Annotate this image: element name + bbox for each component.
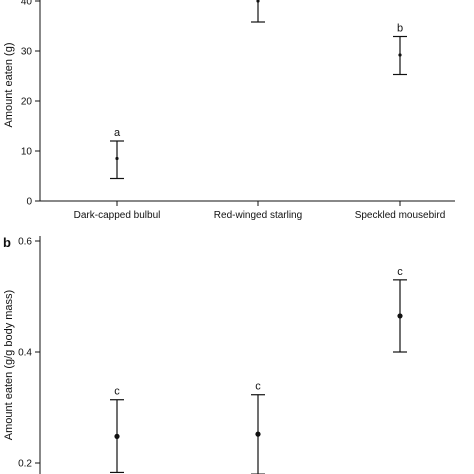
panel-a-group-label: b	[397, 23, 403, 35]
panel-b-y-tick-label: 0.6	[18, 237, 32, 248]
panel-b-y-tick-label: 0.4	[18, 348, 32, 359]
panel-a-y-label: Amount eaten (g)	[3, 43, 15, 128]
panel-b-group-label: c	[255, 381, 261, 393]
panel-b-data-point	[397, 313, 403, 319]
panel-b-group-label: c	[397, 266, 403, 278]
panel-b-y-label: Amount eaten (g/g body mass)	[3, 290, 15, 440]
panel-a-data-point	[256, 0, 260, 3]
panel-a-y-tick-label: 10	[21, 147, 33, 158]
panel-a-y-tick-label: 40	[21, 0, 33, 8]
panel-a-category-label: Dark-capped bulbul	[74, 210, 161, 221]
panel-b-y-tick-label: 0.2	[18, 459, 32, 470]
panel-a-y-tick-label: 20	[21, 97, 33, 108]
panel-b-data-point	[114, 433, 120, 439]
panel-a-data-point	[115, 156, 119, 161]
panel-a-group-label: a	[114, 127, 121, 139]
panel-a-data-point	[398, 53, 402, 57]
panel-b-data-point	[255, 431, 261, 437]
panel-b-chart: b Amount eaten (g/g body mass) 0.2 0.4 0.6…	[3, 235, 407, 474]
panel-a-chart: Amount eaten (g) 0 10 20 30 40 Dark-capped bu…	[3, 0, 455, 221]
panel-b-group-label: c	[114, 386, 120, 398]
panel-a-y-tick-label: 30	[21, 47, 33, 58]
panel-a-category-label: Speckled mousebird	[355, 210, 446, 221]
panel-a-category-label: Red-winged starling	[214, 210, 302, 221]
panel-a-y-tick-label: 0	[26, 197, 32, 208]
panel-b-letter: b	[3, 235, 11, 250]
